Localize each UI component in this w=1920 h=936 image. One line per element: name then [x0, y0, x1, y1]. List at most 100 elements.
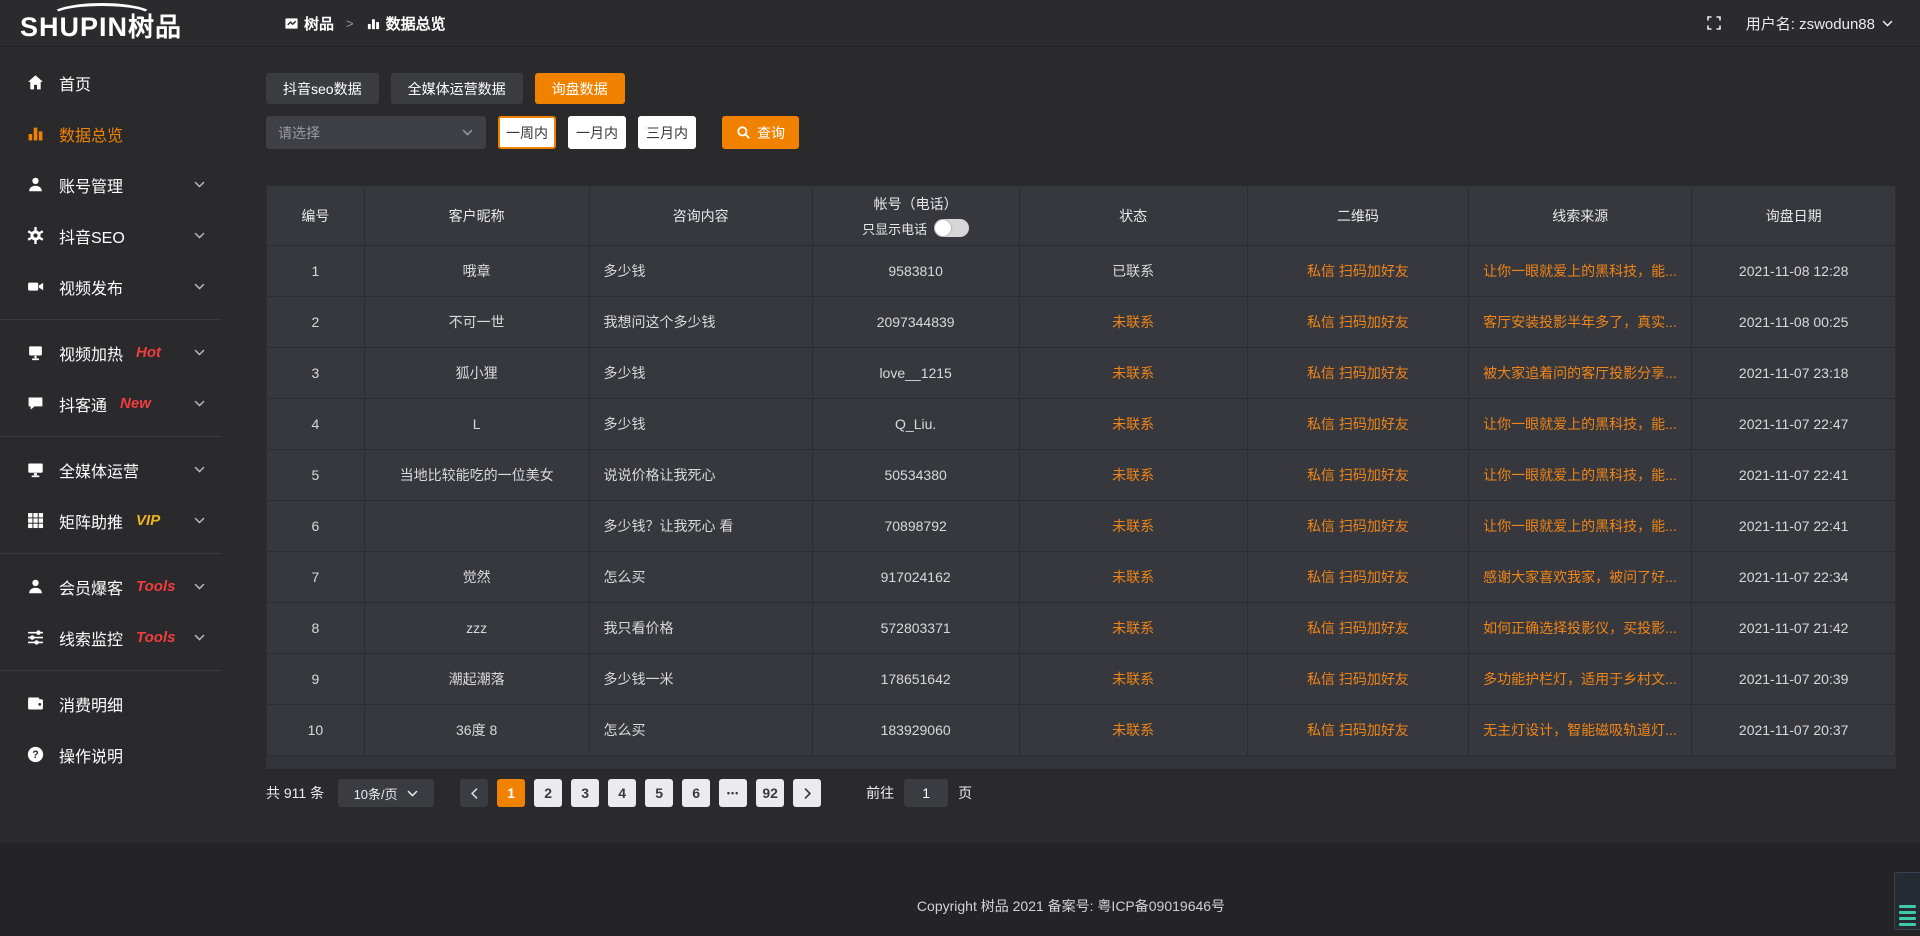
cell-content: 说说价格让我死心 [588, 449, 813, 501]
sidebar-item-member-baoke[interactable]: 会员爆客 Tools [0, 561, 222, 612]
page-size-label: 10条/页 [353, 786, 398, 802]
cell-source-link[interactable]: 如何正确选择投影仪，买投影... [1468, 602, 1693, 654]
video-icon [26, 278, 45, 295]
cell-source-link[interactable]: 让你一眼就爱上的黑科技，能... [1468, 449, 1693, 501]
sidebar-item-consumption-details[interactable]: 消费明细 [0, 678, 222, 729]
cell-content: 多少钱 [588, 398, 813, 450]
cell-nickname: zzz [363, 602, 590, 654]
cell-content: 怎么买 [588, 704, 813, 756]
cell-id: 8 [266, 602, 365, 654]
page-button-92[interactable]: 92 [756, 779, 785, 807]
home-icon [26, 74, 45, 91]
cell-nickname: 觉然 [363, 551, 590, 603]
sidebar-item-lead-monitoring[interactable]: 线索监控 Tools [0, 612, 222, 663]
tab-douyin-seo-data[interactable]: 抖音seo数据 [266, 73, 379, 104]
screen-icon [26, 344, 45, 361]
cell-nickname: 潮起潮落 [363, 653, 590, 705]
badge-tools: Tools [136, 629, 176, 646]
floating-widget[interactable] [1894, 872, 1920, 930]
sidebar-item-douketong[interactable]: 抖客通 New [0, 378, 222, 429]
search-button[interactable]: 查询 [722, 116, 799, 149]
cell-source-link[interactable]: 无主灯设计，智能磁吸轨道灯... [1468, 704, 1693, 756]
cell-id: 7 [266, 551, 365, 603]
cell-account: 2097344839 [811, 296, 1020, 348]
fullscreen-icon[interactable] [1706, 15, 1722, 31]
main-content: 抖音seo数据 全媒体运营数据 询盘数据 请选择 一周内 一月内 三月内 查询 编号 客户… [222, 47, 1920, 843]
copyright-text: Copyright 树品 2021 备案号: 粤ICP备09019646号 [916, 898, 1226, 914]
page-button-2[interactable]: 2 [534, 779, 563, 807]
sidebar-item-home[interactable]: 首页 [0, 57, 222, 108]
sidebar-item-operation-guide[interactable]: ? 操作说明 [0, 729, 222, 780]
cell-qrcode-link[interactable]: 私信 扫码加好友 [1246, 653, 1470, 705]
cell-account: 178651642 [811, 653, 1020, 705]
column-header-4: 状态 [1018, 185, 1248, 246]
sidebar-item-matrix-boost[interactable]: 矩阵助推 VIP [0, 495, 222, 546]
sidebar-item-video-publish[interactable]: 视频发布 [0, 261, 222, 312]
page-ellipsis[interactable]: ••• [719, 779, 748, 807]
sidebar-item-data-overview[interactable]: 数据总览 [0, 108, 222, 159]
page-button-3[interactable]: 3 [571, 779, 600, 807]
table-row: 8 zzz 我只看价格 572803371 未联系 私信 扫码加好友 如何正确选择投影仪，买… [266, 602, 1896, 654]
report-icon [284, 16, 299, 31]
cell-content: 我想问这个多少钱 [588, 296, 813, 348]
cell-qrcode-link[interactable]: 私信 扫码加好友 [1246, 704, 1470, 756]
cell-account: 50534380 [811, 449, 1020, 501]
breadcrumb-root[interactable]: 树品 [284, 13, 334, 34]
cell-qrcode-link[interactable]: 私信 扫码加好友 [1246, 296, 1470, 348]
page-button-4[interactable]: 4 [608, 779, 637, 807]
cell-qrcode-link[interactable]: 私信 扫码加好友 [1246, 500, 1470, 552]
cell-qrcode-link[interactable]: 私信 扫码加好友 [1246, 347, 1470, 399]
cell-content: 多少钱一米 [588, 653, 813, 705]
sidebar-item-label: 消费明细 [59, 697, 124, 715]
filter-select[interactable]: 请选择 [266, 116, 486, 149]
page-button-1[interactable]: 1 [497, 779, 526, 807]
cell-qrcode-link[interactable]: 私信 扫码加好友 [1246, 245, 1470, 297]
cell-source-link[interactable]: 多功能护栏灯，适用于乡村文... [1468, 653, 1693, 705]
period-button-one-month[interactable]: 一月内 [568, 116, 626, 149]
cell-status: 未联系 [1018, 296, 1248, 348]
cell-source-link[interactable]: 感谢大家喜欢我家，被问了好... [1468, 551, 1693, 603]
cell-status: 未联系 [1018, 551, 1248, 603]
cell-id: 1 [266, 245, 365, 297]
sidebar-item-douyin-seo[interactable]: 抖音SEO [0, 210, 222, 261]
goto-page-input[interactable] [904, 779, 949, 807]
tab-omnimedia-data[interactable]: 全媒体运营数据 [390, 73, 523, 104]
breadcrumb-root-label: 树品 [304, 15, 335, 33]
page-button-6[interactable]: 6 [682, 779, 711, 807]
cell-qrcode-link[interactable]: 私信 扫码加好友 [1246, 551, 1470, 603]
period-button-three-months[interactable]: 三月内 [638, 116, 696, 149]
goto-label: 前往 [866, 785, 895, 801]
cell-qrcode-link[interactable]: 私信 扫码加好友 [1246, 449, 1470, 501]
cell-account: 9583810 [811, 245, 1020, 297]
page-size-select[interactable]: 10条/页 [338, 779, 435, 807]
cell-source-link[interactable]: 让你一眼就爱上的黑科技，能... [1468, 500, 1693, 552]
cell-source-link[interactable]: 被大家追着问的客厅投影分享... [1468, 347, 1693, 399]
page-button-5[interactable]: 5 [645, 779, 674, 807]
svg-text:?: ? [32, 749, 38, 761]
cell-source-link[interactable]: 客厅安装投影半年多了，真实... [1468, 296, 1693, 348]
cell-qrcode-link[interactable]: 私信 扫码加好友 [1246, 398, 1470, 450]
cell-source-link[interactable]: 让你一眼就爱上的黑科技，能... [1468, 245, 1693, 297]
sidebar-item-omnimedia-operation[interactable]: 全媒体运营 [0, 444, 222, 495]
cell-qrcode-link[interactable]: 私信 扫码加好友 [1246, 602, 1470, 654]
next-page-button[interactable] [793, 779, 822, 807]
period-button-one-week[interactable]: 一周内 [498, 116, 556, 149]
chevron-down-icon [193, 580, 206, 593]
username-label: 用户名: zswodun88 [1745, 15, 1875, 33]
badge-new: New [120, 395, 151, 412]
breadcrumb-current[interactable]: 数据总览 [366, 13, 446, 34]
cell-source-link[interactable]: 让你一眼就爱上的黑科技，能... [1468, 398, 1693, 450]
prev-page-button[interactable] [460, 779, 489, 807]
user-icon [26, 176, 45, 193]
phone-only-toggle[interactable] [934, 219, 970, 237]
period-buttons: 一周内 一月内 三月内 [486, 116, 696, 149]
sidebar-item-account-management[interactable]: 账号管理 [0, 159, 222, 210]
sidebar-item-video-heating[interactable]: 视频加热 Hot [0, 327, 222, 378]
table-row: 1 哦章 多少钱 9583810 已联系 私信 扫码加好友 让你一眼就爱上的黑科技，能...… [266, 245, 1896, 297]
user-menu[interactable]: 用户名: zswodun88 [1746, 13, 1894, 34]
cell-nickname: 不可一世 [363, 296, 590, 348]
chevron-down-icon [193, 178, 206, 191]
goto-page: 前往 页 [866, 779, 972, 807]
table-row: 9 潮起潮落 多少钱一米 178651642 未联系 私信 扫码加好友 多功能护栏灯，适用于… [266, 653, 1896, 705]
tab-inquiry-data[interactable]: 询盘数据 [534, 73, 625, 104]
